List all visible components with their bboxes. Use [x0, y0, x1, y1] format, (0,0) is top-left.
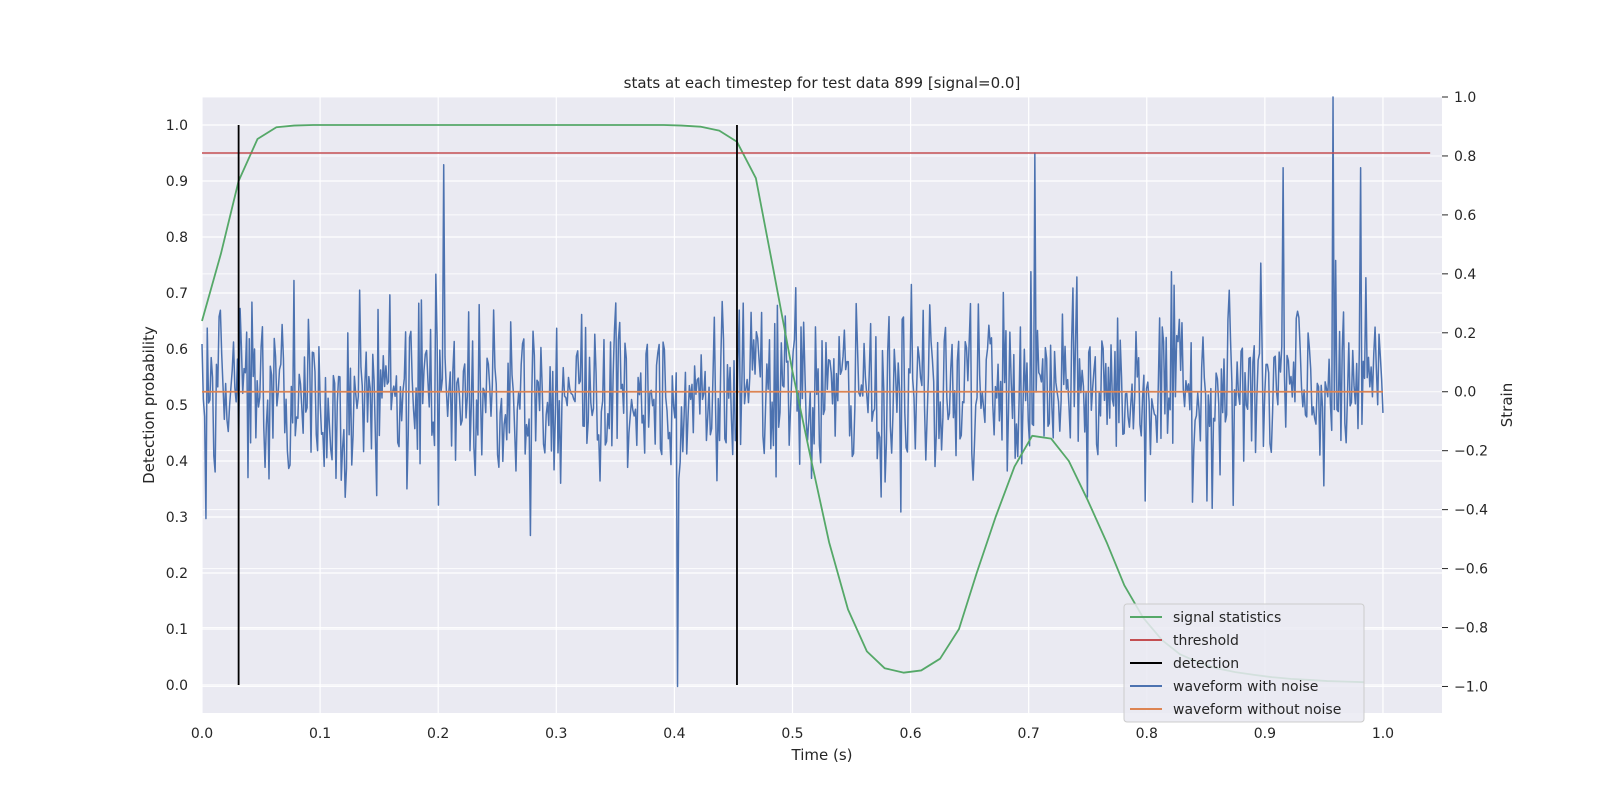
x-tick-label: 0.5	[781, 726, 803, 742]
y-tick-label: 0.9	[166, 174, 188, 190]
x-tick-label: 0.6	[899, 726, 921, 742]
y-tick-label: 0.0	[166, 678, 188, 694]
chart-title: stats at each timestep for test data 899…	[624, 74, 1021, 92]
y-axis-label: Detection probability	[140, 326, 158, 484]
series-waveform-with-noise	[201, 96, 1384, 688]
y2-tick-label: −1.0	[1454, 679, 1488, 695]
y-tick-label: 0.1	[166, 622, 188, 638]
y-axis-right: −1.0 −0.8 −0.6 −0.4 −0.2 0.0 0.2 0.4 0.6 0.8 1.0	[1442, 90, 1488, 695]
x-tick-label: 0.0	[191, 726, 213, 742]
y2-axis-label: Strain	[1498, 383, 1516, 427]
y-tick-label: 0.7	[166, 286, 188, 302]
y2-tick-label: 0.4	[1454, 267, 1476, 283]
y2-tick-label: 1.0	[1454, 90, 1476, 106]
y-tick-label: 1.0	[166, 118, 188, 134]
legend-label-detection: detection	[1173, 656, 1239, 672]
y-tick-label: 0.6	[166, 342, 188, 358]
legend-label-waveform-with-noise: waveform with noise	[1173, 679, 1318, 695]
x-tick-label: 1.0	[1372, 726, 1394, 742]
y2-tick-label: 0.8	[1454, 149, 1476, 165]
y2-tick-label: 0.6	[1454, 208, 1476, 224]
legend-label-signal-statistics: signal statistics	[1173, 610, 1281, 626]
x-axis: 0.0 0.1 0.2 0.3 0.4 0.5 0.6 0.7 0.8 0.9 1.0	[191, 726, 1394, 742]
x-tick-label: 0.1	[309, 726, 331, 742]
legend-label-threshold: threshold	[1173, 633, 1239, 649]
y2-tick-label: −0.6	[1454, 562, 1488, 578]
y2-tick-label: 0.0	[1454, 385, 1476, 401]
x-tick-label: 0.4	[663, 726, 685, 742]
y2-tick-label: −0.4	[1454, 503, 1488, 519]
y2-tick-label: 0.2	[1454, 326, 1476, 342]
x-tick-label: 0.8	[1136, 726, 1158, 742]
y-axis-left: 0.0 0.1 0.2 0.3 0.4 0.5 0.6 0.7 0.8 0.9 1.0	[166, 118, 188, 694]
legend-label-waveform-without-noise: waveform without noise	[1173, 702, 1341, 718]
y-tick-label: 0.5	[166, 398, 188, 414]
y-tick-label: 0.4	[166, 454, 188, 470]
y-tick-label: 0.3	[166, 510, 188, 526]
y2-tick-label: −0.2	[1454, 444, 1488, 460]
y2-tick-label: −0.8	[1454, 621, 1488, 637]
x-axis-label: Time (s)	[791, 746, 853, 764]
y-tick-label: 0.8	[166, 230, 188, 246]
y-tick-label: 0.2	[166, 566, 188, 582]
legend-box	[1123, 603, 1365, 723]
x-tick-label: 0.9	[1254, 726, 1276, 742]
legend: signal statistics threshold detection wa…	[1123, 603, 1365, 723]
x-tick-label: 0.7	[1018, 726, 1040, 742]
x-tick-label: 0.3	[545, 726, 567, 742]
x-tick-label: 0.2	[427, 726, 449, 742]
